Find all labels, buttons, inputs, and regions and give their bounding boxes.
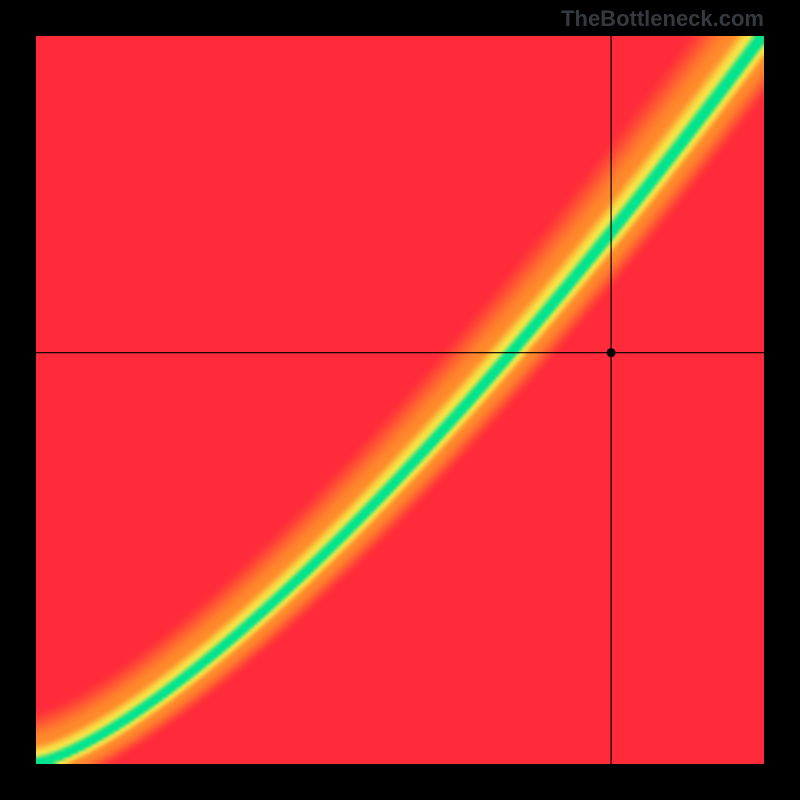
chart-container: TheBottleneck.com — [0, 0, 800, 800]
bottleneck-heatmap — [36, 36, 764, 764]
watermark-text: TheBottleneck.com — [561, 6, 764, 32]
